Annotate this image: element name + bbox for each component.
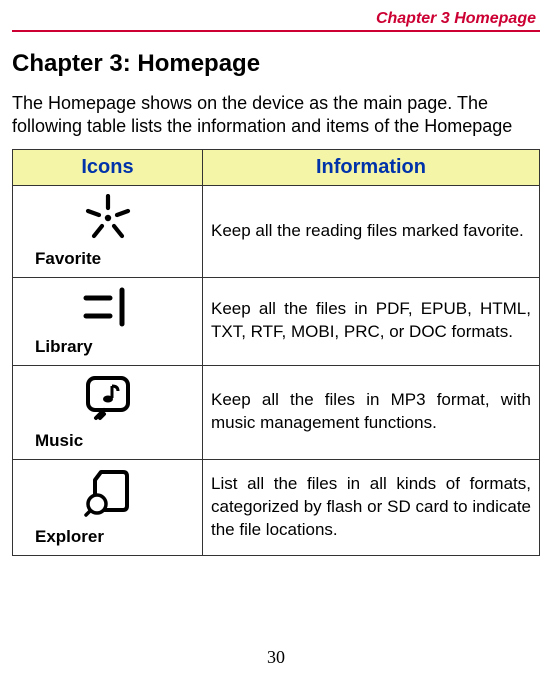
music-icon — [82, 374, 134, 427]
icon-label: Favorite — [21, 249, 194, 269]
chapter-title: Chapter 3: Homepage — [12, 50, 540, 78]
table-row: Favorite Keep all the reading files mark… — [13, 185, 540, 277]
table-row: Explorer List all the files in all kinds… — [13, 459, 540, 555]
page-number: 30 — [0, 647, 552, 668]
library-icon — [80, 286, 136, 333]
info-cell: Keep all the files in MP3 format, with m… — [203, 365, 540, 459]
col-header-information: Information — [203, 149, 540, 185]
header-rule — [12, 30, 540, 32]
intro-paragraph: The Homepage shows on the device as the … — [12, 92, 540, 139]
info-cell: Keep all the files in PDF, EPUB, HTML, T… — [203, 277, 540, 365]
explorer-icon — [83, 468, 133, 523]
icon-label: Explorer — [21, 527, 194, 547]
info-cell: Keep all the reading files marked favori… — [203, 185, 540, 277]
info-cell: List all the files in all kinds of forma… — [203, 459, 540, 555]
homepage-table: Icons Information — [12, 149, 540, 556]
running-header: Chapter 3 Homepage — [12, 10, 540, 28]
icon-label: Library — [21, 337, 194, 357]
col-header-icons: Icons — [13, 149, 203, 185]
icon-label: Music — [21, 431, 194, 451]
favorite-icon — [82, 194, 134, 245]
table-row: Library Keep all the files in PDF, EPUB,… — [13, 277, 540, 365]
table-row: Music Keep all the files in MP3 format, … — [13, 365, 540, 459]
